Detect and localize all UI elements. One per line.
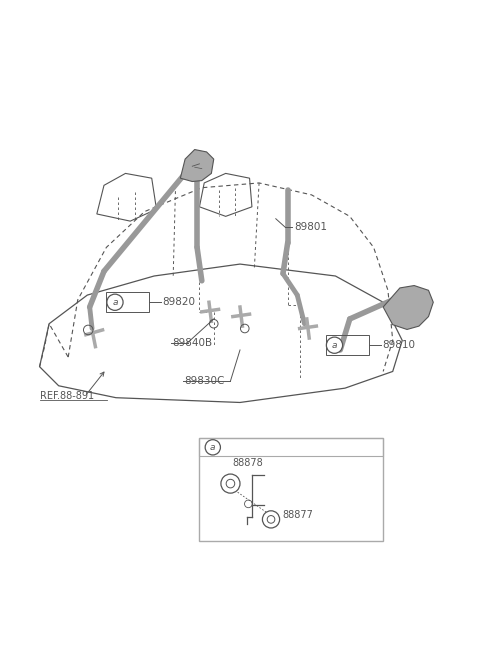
Text: REF.88-891: REF.88-891 (39, 392, 94, 401)
Text: 88877: 88877 (282, 510, 313, 520)
Text: 89820: 89820 (163, 297, 196, 307)
Text: a: a (332, 341, 337, 350)
Text: 88878: 88878 (233, 459, 264, 468)
Text: a: a (112, 298, 118, 307)
Circle shape (107, 294, 123, 310)
Bar (199, 438, 383, 457)
Polygon shape (383, 286, 433, 329)
Bar (107, 292, 149, 312)
Circle shape (205, 440, 220, 455)
Bar (326, 335, 369, 355)
Text: 89810: 89810 (382, 340, 415, 350)
Polygon shape (180, 150, 214, 181)
Text: a: a (210, 443, 216, 452)
Text: 89801: 89801 (294, 222, 327, 233)
Text: 89840B: 89840B (172, 338, 212, 348)
Bar (199, 438, 383, 541)
Circle shape (326, 337, 343, 353)
Text: 89830C: 89830C (184, 376, 225, 386)
